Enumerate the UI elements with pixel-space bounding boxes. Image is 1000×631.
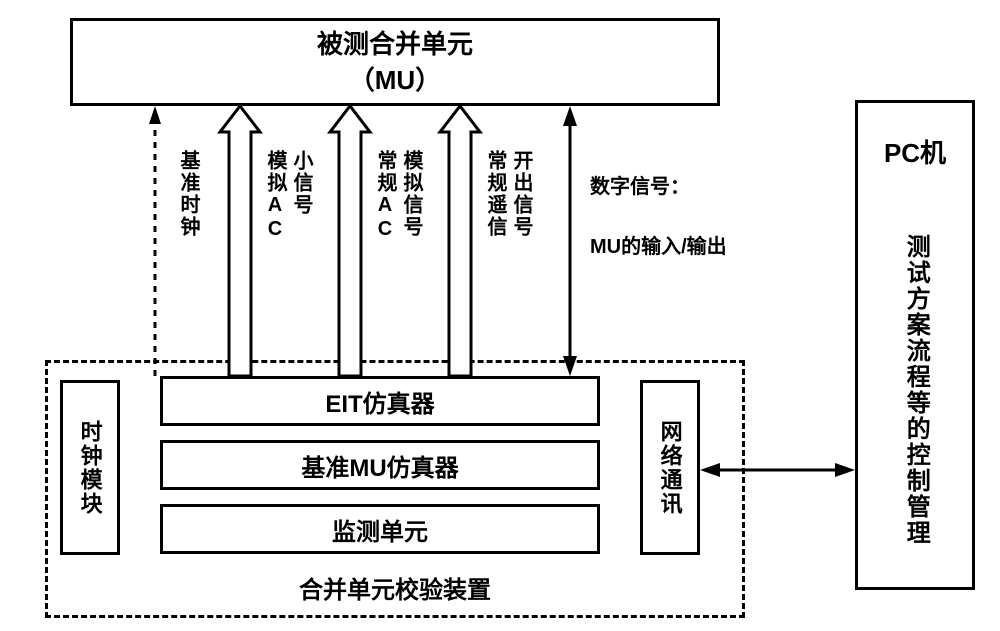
- hollow-arrow-3-label: 常规遥信开出信号: [482, 150, 534, 238]
- calibration-device-label: 合并单元校验装置: [299, 570, 491, 605]
- pc-title: PC机: [884, 133, 946, 170]
- eit-simulator-box-text: EIT仿真器: [325, 384, 434, 419]
- reference-mu-simulator-box: 基准MU仿真器: [160, 440, 600, 490]
- monitoring-unit-box: 监测单元: [160, 504, 600, 554]
- pc-body: 测试方案流程等的控制管理: [896, 210, 934, 570]
- hollow-arrow-1-label: 模拟AC小信号: [262, 150, 314, 242]
- clock-module-text: 时钟模块: [72, 420, 107, 516]
- clock-module-box: 时钟模块: [60, 380, 120, 555]
- mu-line2: （MU）: [317, 62, 473, 98]
- network-comm-text: 网络通讯: [652, 420, 687, 516]
- clock-arrow-label: 基准时钟: [172, 150, 204, 244]
- pc-box: PC机测试方案流程等的控制管理: [855, 100, 975, 590]
- digital-signal-label-2: MU的输入/输出: [590, 230, 727, 259]
- monitoring-unit-box-text: 监测单元: [332, 512, 428, 547]
- mu-line1: 被测合并单元: [317, 26, 473, 62]
- eit-simulator-box: EIT仿真器: [160, 376, 600, 426]
- reference-mu-simulator-box-text: 基准MU仿真器: [301, 448, 458, 483]
- network-comm-box: 网络通讯: [640, 380, 700, 555]
- mu-box: 被测合并单元（MU）: [70, 18, 720, 106]
- digital-signal-label-1: 数字信号：: [590, 170, 690, 199]
- hollow-arrow-2-label: 常规AC模拟信号: [372, 150, 424, 242]
